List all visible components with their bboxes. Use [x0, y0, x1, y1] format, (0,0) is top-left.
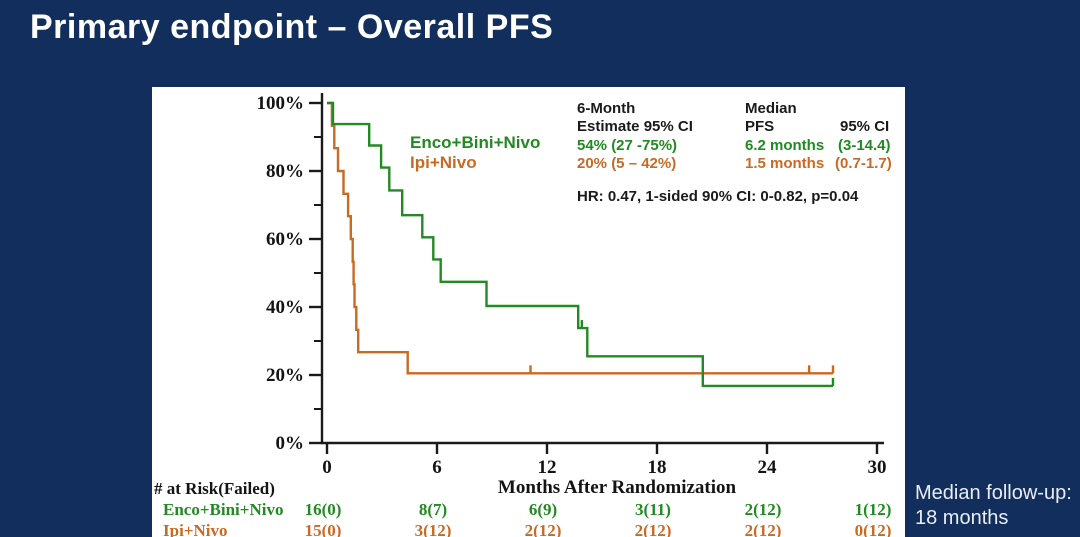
stats-col3-header2: 95% CI [840, 118, 890, 135]
stats-median-ci-ipi: (0.7-1.7) [835, 155, 892, 172]
page-title: Primary endpoint – Overall PFS [30, 8, 554, 46]
stats-hr-line: HR: 0.47, 1-sided 90% CI: 0-0.82, p=0.04 [577, 188, 859, 205]
risk-value: 3(12) [414, 521, 452, 537]
stats-col2-header1: Median [745, 100, 797, 117]
y-tick-label: 40% [266, 297, 304, 318]
risk-value: 8(7) [418, 500, 448, 519]
chart-panel: 0% 20% 40% 60% 80% 100% 0 6 12 18 24 30 Months After… [152, 87, 905, 537]
y-tick-label: 80% [266, 161, 304, 182]
risk-value: 1(12) [854, 500, 892, 519]
risk-value: 2(12) [744, 521, 782, 537]
km-curve-ipi-nivo [327, 101, 833, 375]
legend-item-ipi-nivo: Ipi+Nivo [410, 153, 477, 172]
risk-value: 6(9) [528, 500, 558, 519]
risk-value: 2(12) [524, 521, 562, 537]
risk-value: 16(0) [304, 500, 342, 519]
x-tick-label: 24 [757, 457, 777, 478]
x-tick-label: 6 [432, 457, 442, 478]
median-followup-note-line2: 18 months [915, 507, 1009, 529]
risk-value: 2(12) [744, 500, 782, 519]
stats-col1-header2: Estimate 95% CI [577, 118, 693, 135]
x-axis-title: Months After Randomization [498, 477, 737, 498]
x-tick-label: 18 [647, 457, 666, 478]
stats-6mo-enco: 54% (27 -75%) [577, 137, 678, 154]
stats-median-ipi: 1.5 months [745, 155, 825, 172]
stats-col1-header1: 6-Month [577, 100, 636, 117]
median-followup-note-line1: Median follow-up: [915, 482, 1072, 504]
stats-median-ci-enco: (3-14.4) [838, 137, 891, 154]
y-tick-label: 20% [266, 365, 304, 386]
risk-row-label-ipi: Ipi+Nivo [163, 521, 228, 537]
stats-median-enco: 6.2 months [745, 137, 825, 154]
risk-row-label-enco: Enco+Bini+Nivo [163, 500, 284, 519]
km-chart-svg: 0% 20% 40% 60% 80% 100% 0 6 12 18 24 30 Months After… [257, 93, 886, 498]
y-tick-label: 0% [276, 433, 305, 454]
stats-col2-header2: PFS [745, 118, 775, 135]
legend-item-enco-bini-nivo: Enco+Bini+Nivo [410, 133, 541, 152]
stats-6mo-ipi: 20% (5 – 42%) [577, 155, 677, 172]
x-tick-label: 12 [537, 457, 556, 478]
risk-table-header: # at Risk(Failed) [154, 479, 275, 498]
risk-value: 3(11) [635, 500, 671, 519]
y-tick-label: 100% [257, 93, 305, 114]
x-tick-label: 0 [322, 457, 332, 478]
x-tick-label: 30 [867, 457, 886, 478]
risk-value: 2(12) [634, 521, 672, 537]
risk-value: 0(12) [854, 521, 892, 537]
km-curve-enco-bini-nivo [327, 101, 833, 388]
y-tick-label: 60% [266, 229, 304, 250]
risk-value: 15(0) [304, 521, 342, 537]
